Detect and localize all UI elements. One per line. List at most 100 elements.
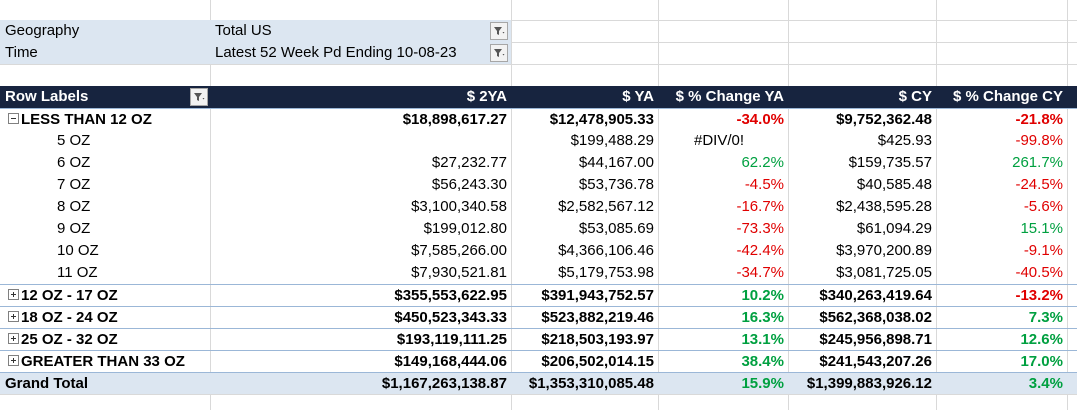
- value-change-cy[interactable]: -9.1%: [1023, 242, 1063, 259]
- value-ya[interactable]: $1,353,310,085.48: [528, 375, 654, 392]
- value-change-cy[interactable]: 3.4%: [1028, 375, 1063, 392]
- row-label[interactable]: 25 OZ - 32 OZ: [0, 329, 210, 351]
- value-change-ya[interactable]: -73.3%: [736, 220, 784, 237]
- value-cy[interactable]: $1,399,883,926.12: [806, 375, 932, 392]
- row-label[interactable]: 18 OZ - 24 OZ: [0, 307, 210, 329]
- header-change-ya[interactable]: $ % Change YA: [675, 88, 784, 105]
- value-change-ya[interactable]: -16.7%: [736, 198, 784, 215]
- value-change-cy[interactable]: 17.0%: [1020, 353, 1063, 370]
- value-change-ya[interactable]: -34.7%: [736, 264, 784, 281]
- row-label[interactable]: 8 OZ: [0, 196, 210, 218]
- filter-funnel-icon: [494, 27, 505, 35]
- value-cy[interactable]: $159,735.57: [848, 154, 932, 171]
- value-2ya[interactable]: $450,523,343.33: [394, 309, 507, 326]
- value-change-ya[interactable]: 13.1%: [741, 331, 784, 348]
- value-ya[interactable]: $12,478,905.33: [549, 111, 654, 128]
- value-cy[interactable]: $61,094.29: [856, 220, 932, 237]
- value-change-cy[interactable]: -5.6%: [1023, 198, 1063, 215]
- value-change-ya[interactable]: 15.9%: [741, 375, 784, 392]
- value-ya[interactable]: $5,179,753.98: [558, 264, 654, 281]
- value-2ya[interactable]: $1,167,263,138.87: [381, 375, 507, 392]
- value-2ya[interactable]: $7,585,266.00: [411, 242, 507, 259]
- value-cy[interactable]: $40,585.48: [856, 176, 932, 193]
- row-label[interactable]: Grand Total: [0, 373, 210, 395]
- value-change-cy[interactable]: 15.1%: [1020, 220, 1063, 237]
- row-label[interactable]: 6 OZ: [0, 152, 210, 174]
- value-ya[interactable]: $523,882,219.46: [541, 309, 654, 326]
- collapse-toggle-icon[interactable]: [8, 113, 19, 125]
- value-2ya[interactable]: [210, 130, 511, 152]
- value-cy[interactable]: $3,081,725.05: [836, 264, 932, 281]
- value-ya[interactable]: $391,943,752.57: [541, 287, 654, 304]
- row-label[interactable]: 10 OZ: [0, 240, 210, 262]
- value-change-cy[interactable]: -21.8%: [1015, 111, 1063, 128]
- value-2ya[interactable]: $199,012.80: [423, 220, 507, 237]
- value-change-ya[interactable]: -4.5%: [744, 176, 784, 193]
- row-label-text: 7 OZ: [57, 176, 91, 193]
- value-change-ya[interactable]: 38.4%: [741, 353, 784, 370]
- row-label[interactable]: 12 OZ - 17 OZ: [0, 285, 210, 307]
- value-change-ya[interactable]: -34.0%: [736, 111, 784, 128]
- row-label-text: GREATER THAN 33 OZ: [21, 353, 185, 370]
- expand-toggle-icon[interactable]: [8, 289, 19, 301]
- header-cy[interactable]: $ CY: [898, 88, 932, 105]
- filter-value-time[interactable]: Latest 52 Week Pd Ending 10-08-23: [210, 42, 511, 64]
- value-change-cy[interactable]: 12.6%: [1020, 331, 1063, 348]
- value-change-ya[interactable]: 62.2%: [741, 154, 784, 171]
- value-cy[interactable]: $3,970,200.89: [836, 242, 932, 259]
- value-change-ya[interactable]: -42.4%: [736, 242, 784, 259]
- row-label[interactable]: 11 OZ: [0, 262, 210, 284]
- value-change-cy[interactable]: 261.7%: [1012, 154, 1063, 171]
- value-2ya[interactable]: $27,232.77: [431, 154, 507, 171]
- value-cy[interactable]: $2,438,595.28: [836, 198, 932, 215]
- value-ya[interactable]: $206,502,014.15: [541, 353, 654, 370]
- value-ya[interactable]: $53,085.69: [578, 220, 654, 237]
- value-change-ya[interactable]: 10.2%: [741, 287, 784, 304]
- value-change-cy[interactable]: -99.8%: [1015, 132, 1063, 149]
- value-cy[interactable]: $425.93: [877, 132, 932, 149]
- value-ya[interactable]: $53,736.78: [578, 176, 654, 193]
- value-change-ya[interactable]: #DIV/0!: [694, 132, 745, 149]
- filter-funnel-icon: [494, 49, 505, 57]
- value-cy[interactable]: $241,543,207.26: [819, 353, 932, 370]
- value-2ya[interactable]: $149,168,444.06: [394, 353, 507, 370]
- value-2ya[interactable]: $193,119,111.25: [396, 331, 507, 348]
- value-cy[interactable]: $340,263,419.64: [819, 287, 932, 304]
- value-change-cy[interactable]: -24.5%: [1015, 176, 1063, 193]
- expand-toggle-icon[interactable]: [8, 333, 19, 345]
- value-2ya[interactable]: $56,243.30: [431, 176, 507, 193]
- geography-filter-button[interactable]: [490, 22, 508, 40]
- value-change-ya[interactable]: 16.3%: [741, 309, 784, 326]
- value-ya[interactable]: $44,167.00: [578, 154, 654, 171]
- value-cy[interactable]: $9,752,362.48: [836, 111, 932, 128]
- row-label[interactable]: GREATER THAN 33 OZ: [0, 351, 210, 373]
- value-change-cy[interactable]: -13.2%: [1015, 287, 1063, 304]
- header-ya[interactable]: $ YA: [622, 88, 654, 105]
- value-cy[interactable]: $562,368,038.02: [819, 309, 932, 326]
- value-ya[interactable]: $199,488.29: [570, 132, 654, 149]
- row-label[interactable]: 7 OZ: [0, 174, 210, 196]
- row-label[interactable]: 5 OZ: [0, 130, 210, 152]
- header-2ya[interactable]: $ 2YA: [466, 88, 507, 105]
- filter-value-geography[interactable]: Total US: [210, 20, 511, 42]
- value-2ya[interactable]: $355,553,622.95: [394, 287, 507, 304]
- row-label-text: 12 OZ - 17 OZ: [21, 287, 118, 304]
- value-2ya[interactable]: $18,898,617.27: [402, 111, 507, 128]
- row-label-text: 18 OZ - 24 OZ: [21, 309, 118, 326]
- time-filter-button[interactable]: [490, 44, 508, 62]
- header-change-cy[interactable]: $ % Change CY: [952, 88, 1063, 105]
- row-labels-filter-button[interactable]: [190, 88, 208, 106]
- row-label[interactable]: 9 OZ: [0, 218, 210, 240]
- value-2ya[interactable]: $3,100,340.58: [411, 198, 507, 215]
- value-ya[interactable]: $218,503,193.97: [541, 331, 654, 348]
- value-change-cy[interactable]: -40.5%: [1015, 264, 1063, 281]
- value-ya[interactable]: $4,366,106.46: [558, 242, 654, 259]
- value-cy[interactable]: $245,956,898.71: [819, 331, 932, 348]
- row-label-text: Grand Total: [5, 375, 89, 392]
- expand-toggle-icon[interactable]: [8, 355, 19, 367]
- expand-toggle-icon[interactable]: [8, 311, 19, 323]
- value-2ya[interactable]: $7,930,521.81: [411, 264, 507, 281]
- value-ya[interactable]: $2,582,567.12: [558, 198, 654, 215]
- row-label[interactable]: LESS THAN 12 OZ: [0, 109, 210, 131]
- value-change-cy[interactable]: 7.3%: [1028, 309, 1063, 326]
